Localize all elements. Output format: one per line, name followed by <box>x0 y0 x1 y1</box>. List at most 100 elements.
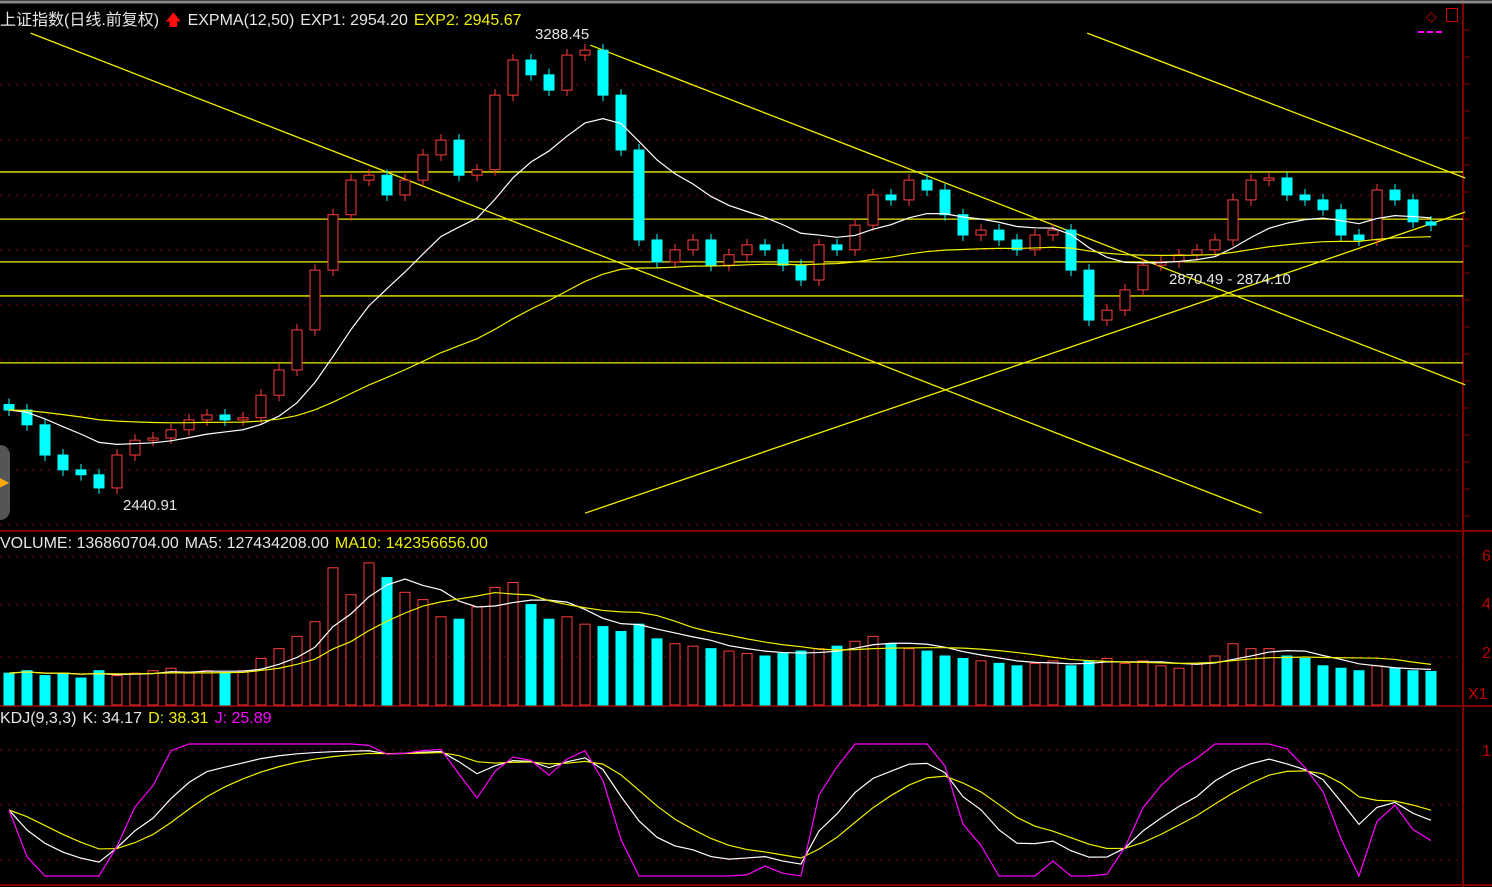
candle-up <box>561 54 573 91</box>
candle-up <box>309 269 321 331</box>
volume-bar-up <box>1173 667 1185 706</box>
volume-bar-down <box>1065 665 1077 706</box>
candle-up <box>975 229 987 236</box>
d-value: D: 38.31 <box>148 710 209 727</box>
candle-up <box>147 437 159 441</box>
volume-bar-down <box>381 577 393 706</box>
volume-bar-up <box>741 653 753 706</box>
volume-bar-down <box>1011 665 1023 706</box>
candle-down <box>1317 199 1329 211</box>
volume-ma10-line <box>8 591 1432 675</box>
candle-up <box>1227 199 1239 241</box>
volume-bar-down <box>939 655 951 706</box>
candle-up <box>435 139 447 156</box>
volume-bar-up <box>183 672 195 706</box>
kdj-name: KDJ(9,3,3) <box>0 710 77 727</box>
candle-up <box>1263 177 1275 181</box>
volume-bar-up <box>561 616 573 706</box>
range-annotation: 2870.49 - 2874.10 <box>1169 271 1291 289</box>
volume-bar-down <box>219 672 231 706</box>
candle-up <box>183 419 195 431</box>
volume-bar-down <box>921 650 933 706</box>
volume-bar-down <box>1353 670 1365 706</box>
candle-down <box>1407 199 1419 223</box>
candle-up <box>1155 261 1167 266</box>
candle-up <box>129 439 141 456</box>
volume-bar-up <box>363 562 375 706</box>
candle-down <box>957 214 969 236</box>
volume-bar-up <box>291 635 303 706</box>
candle-down <box>1281 177 1293 196</box>
candle-down <box>525 59 537 76</box>
candle-up <box>669 249 681 263</box>
volume-bar-down <box>957 657 969 706</box>
candle-down <box>939 189 951 216</box>
candle-down <box>705 239 717 266</box>
diamond-icon[interactable]: ◇ <box>1426 8 1437 24</box>
candle-down <box>1353 234 1365 241</box>
candle-up <box>579 49 591 56</box>
volume-tick: 2 <box>1482 645 1491 662</box>
volume-bar-up <box>579 623 591 706</box>
volume-bar-up <box>1155 665 1167 706</box>
volume-bar-up <box>1245 648 1257 706</box>
candle-up <box>165 429 177 439</box>
volume-bar-down <box>1317 665 1329 706</box>
trend-line <box>1086 32 1466 179</box>
candle-down <box>381 174 393 196</box>
exp2-line <box>8 236 1432 424</box>
volume-bar-up <box>273 648 285 706</box>
volume-bar-up <box>255 657 267 706</box>
candle-up <box>687 239 699 251</box>
candle-down <box>993 229 1005 241</box>
volume-multiplier: X1 <box>1468 686 1488 703</box>
volume-bar-down <box>93 670 105 706</box>
candle-up <box>363 174 375 181</box>
volume-bar-down <box>597 626 609 706</box>
k-value: K: 34.17 <box>82 710 143 727</box>
candle-up <box>1245 179 1257 201</box>
candle-down <box>219 414 231 421</box>
candle-down <box>1065 229 1077 271</box>
volume-bar-up <box>1137 660 1149 706</box>
volume-bar-up <box>471 606 483 706</box>
indicator-name: EXPMA(12,50) <box>187 12 295 29</box>
trend-line <box>590 44 1466 386</box>
volume-bar-down <box>633 623 645 706</box>
d-line <box>8 751 1432 859</box>
candle-up <box>741 244 753 256</box>
main-header: 上证指数(日线.前复权) 🡅 EXPMA(12,50) EXP1: 2954.20 EX… <box>0 6 528 36</box>
volume-bar-down <box>39 675 51 706</box>
volume-bar-up <box>903 648 915 706</box>
candle-down <box>759 244 771 251</box>
window-toggle-icon[interactable] <box>1446 8 1458 22</box>
candle-up <box>1047 229 1059 236</box>
volume-bar-down <box>1425 670 1437 706</box>
candle-down <box>1011 239 1023 251</box>
volume-bar-up <box>1371 665 1383 706</box>
volume-bar-down <box>1281 655 1293 706</box>
candle-down <box>597 49 609 96</box>
legend-dash <box>1418 31 1442 33</box>
candle-up <box>1029 234 1041 251</box>
volume-bar-down <box>993 662 1005 706</box>
candle-up <box>1209 239 1221 251</box>
volume-bar-up <box>327 567 339 706</box>
chart-title: 上证指数(日线.前复权) <box>0 12 160 29</box>
candle-up <box>849 224 861 251</box>
volume-bar-up <box>849 640 861 706</box>
candle-up <box>345 179 357 216</box>
candle-up <box>903 179 915 201</box>
volume-bar-up <box>1047 660 1059 706</box>
ma10-value: MA10: 142356656.00 <box>334 535 488 552</box>
candle-up <box>255 394 267 419</box>
expand-panel-button[interactable]: ▶ <box>0 445 10 520</box>
low-annotation: 2440.91 <box>123 497 178 514</box>
volume-bar-down <box>1083 660 1095 706</box>
candle-down <box>75 469 87 476</box>
candle-down <box>885 194 897 201</box>
volume-bar-up <box>345 594 357 706</box>
volume-bar-down <box>1335 667 1347 706</box>
volume-bar-down <box>543 618 555 706</box>
